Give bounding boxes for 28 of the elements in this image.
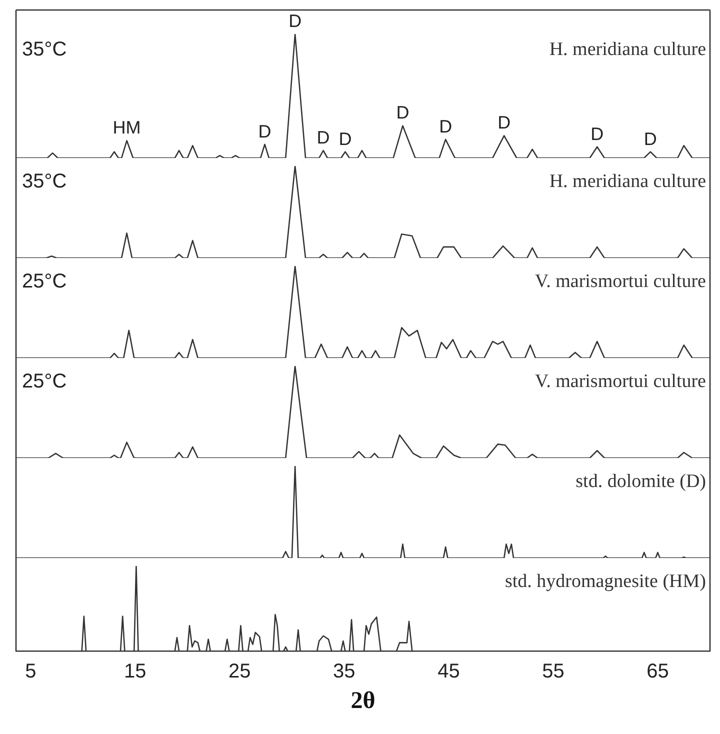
chart-title: 25°C (22, 370, 67, 393)
annotation: D (396, 102, 410, 123)
annotation: HM (112, 118, 141, 138)
annotation: D (338, 128, 352, 149)
text: V. marismortui culture (534, 270, 706, 292)
annotation: D (498, 112, 511, 133)
text: H. meridiana culture (549, 38, 706, 60)
x-tick-label: 65 (646, 660, 669, 683)
x-tick-label: 45 (438, 660, 460, 683)
chart-title: 35°C (22, 38, 67, 61)
x-axis-title: 2θ (350, 688, 376, 714)
x-tick-label: 5 (25, 660, 36, 683)
annotation: D (316, 128, 330, 148)
text: V. marismortui culture (534, 370, 706, 392)
annotation: D (439, 116, 452, 136)
chart-title: 35°C (22, 170, 67, 193)
annotation: D (258, 121, 272, 142)
x-tick-label: 55 (542, 660, 564, 683)
text: std. hydromagnesite (HM) (504, 570, 706, 592)
x-tick-label: 15 (124, 660, 146, 683)
x-tick-label: 35 (333, 660, 356, 683)
annotation: D (644, 128, 657, 149)
x-tick-label: 25 (228, 660, 251, 683)
annotation: D (590, 124, 604, 144)
text: std. dolomite (D) (576, 470, 706, 492)
text: H. meridiana culture (549, 170, 706, 192)
chart-title: 25°C (22, 270, 67, 293)
annotation: D (288, 10, 302, 31)
